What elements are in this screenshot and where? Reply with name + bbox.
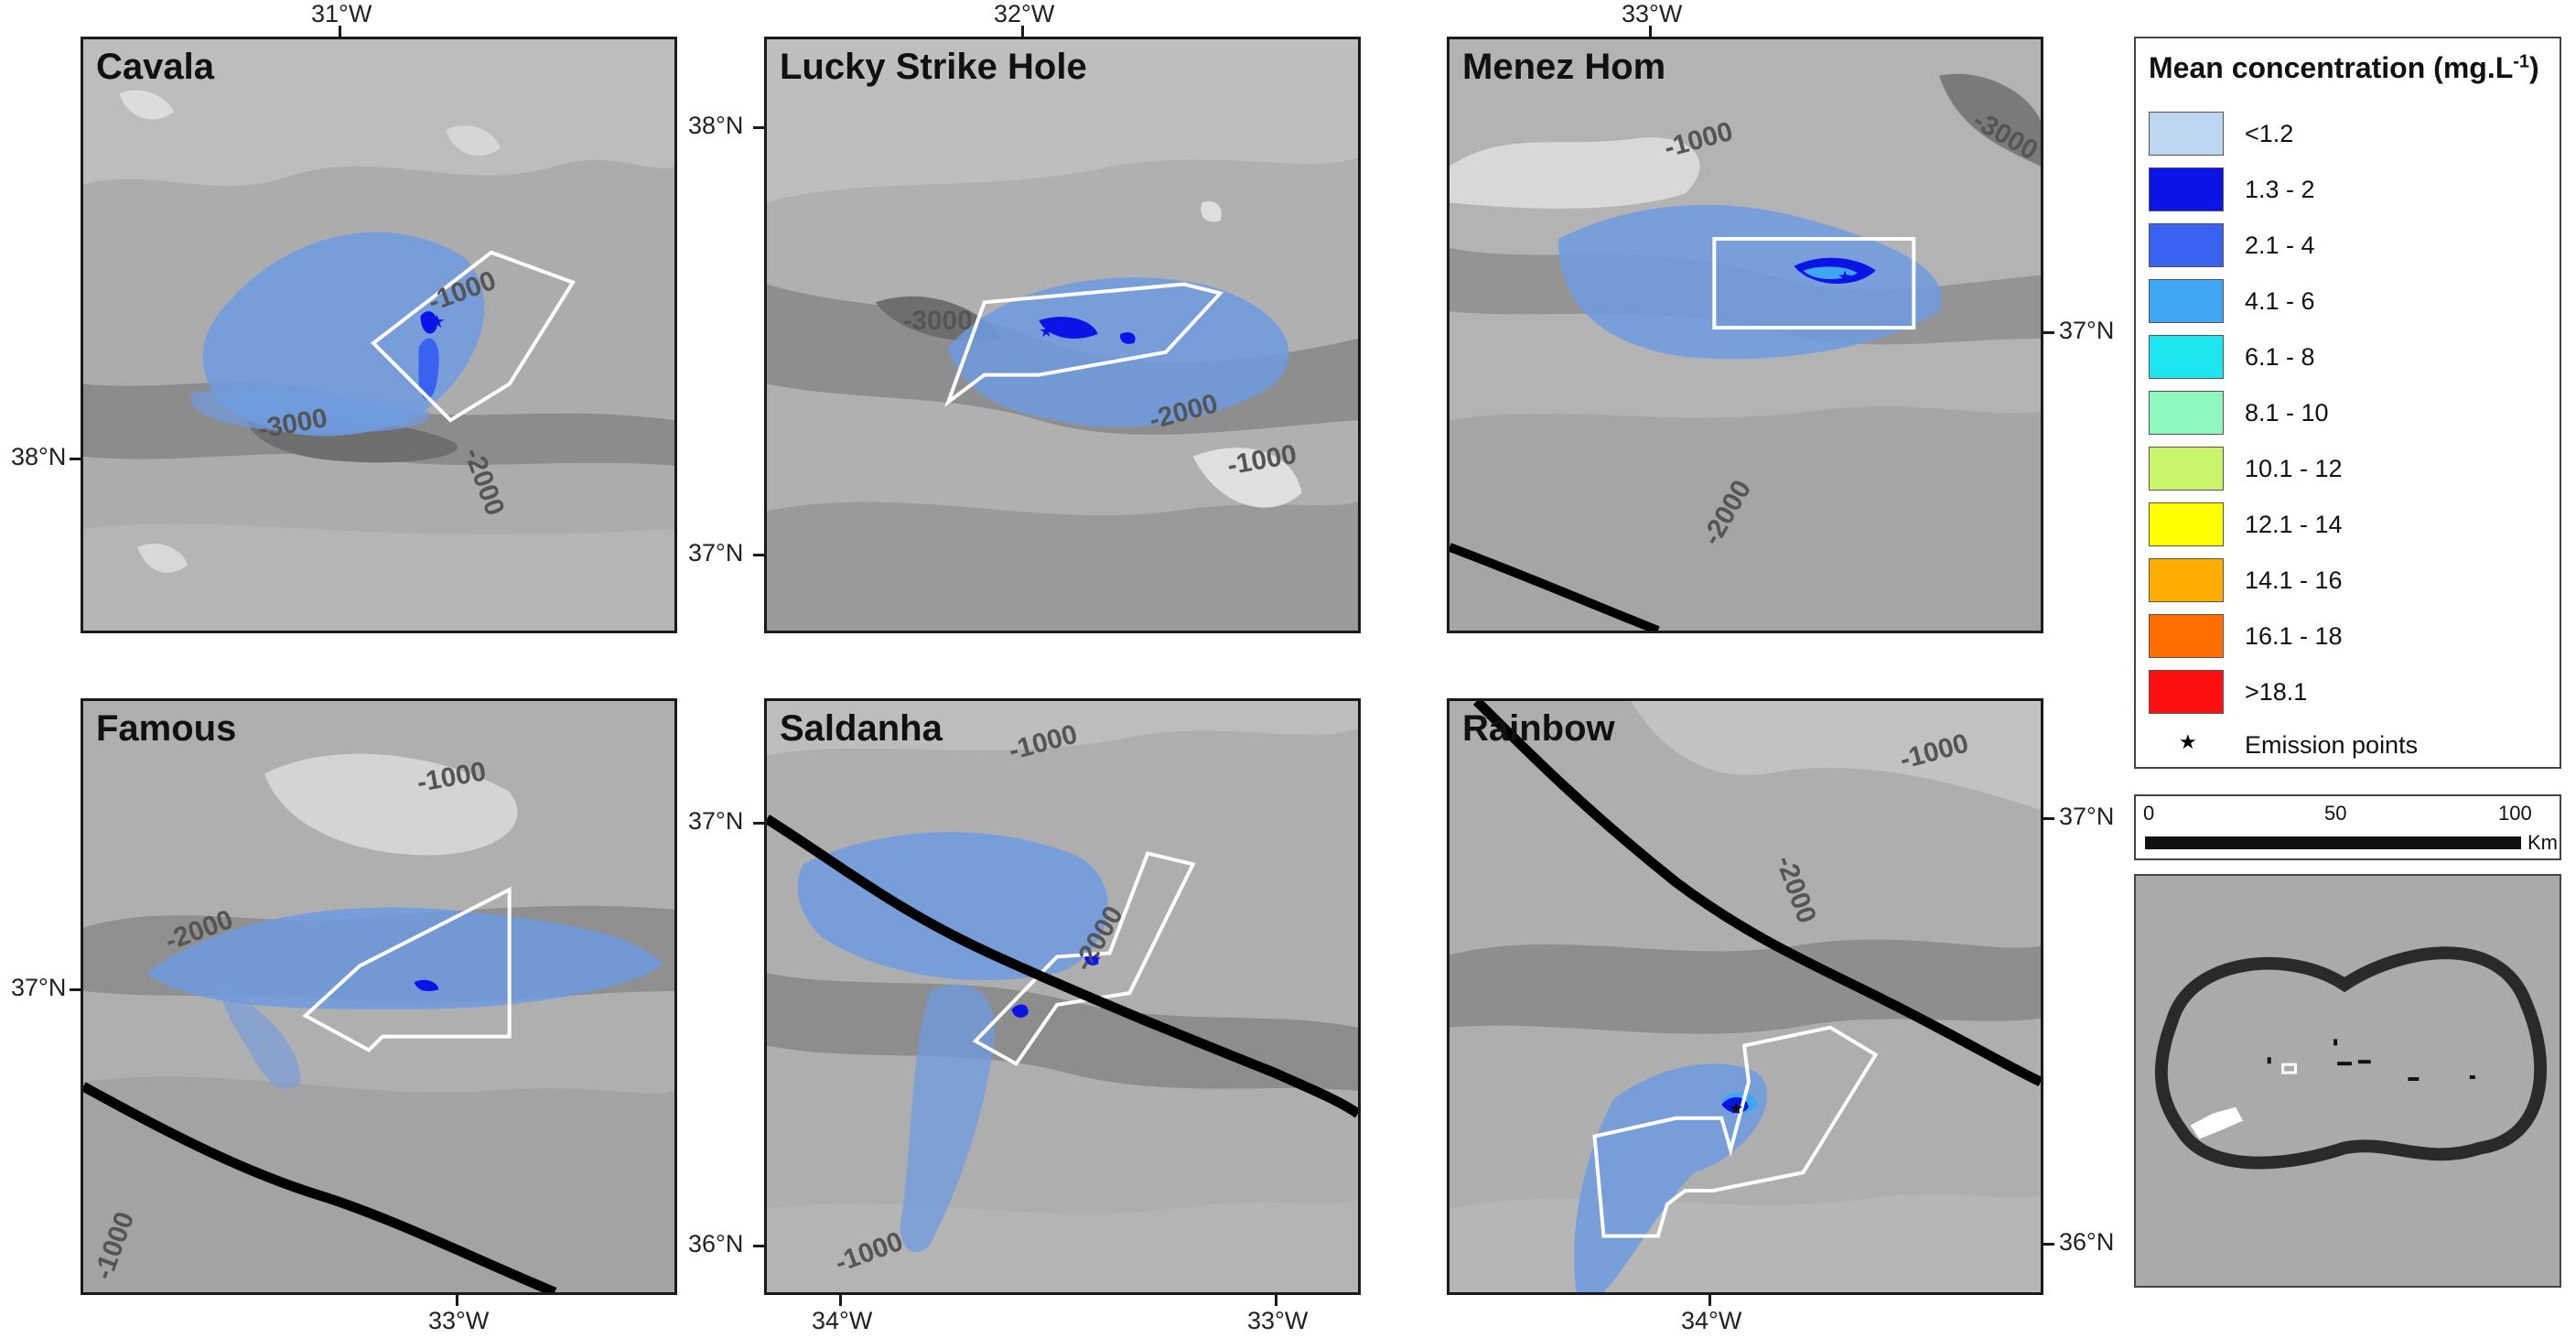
longitude-label: 33°W: [1247, 1307, 1309, 1334]
tick-mark: [1649, 26, 1652, 37]
map-panel-menez-hom: -1000 -3000 -2000 ★ Menez Hom: [1447, 37, 2043, 633]
legend-swatch: [2149, 391, 2224, 435]
latitude-label: 38°N: [11, 443, 67, 470]
legend-emission-label: Emission points: [2245, 731, 2419, 759]
legend-swatch: [2149, 614, 2224, 658]
latitude-label: 36°N: [2059, 1228, 2115, 1256]
legend-swatch: [2149, 670, 2224, 714]
tick-mark: [2043, 331, 2054, 334]
legend-label: 14.1 - 16: [2245, 566, 2343, 594]
star-icon: ★: [2179, 730, 2197, 753]
emission-star-icon: ★: [1729, 1099, 1743, 1117]
emission-star-icon: ★: [419, 979, 432, 995]
latitude-label: 37°N: [2059, 317, 2115, 344]
panel-title: Lucky Strike Hole: [780, 47, 1087, 87]
bathymetry-map: -1000 -3000 -2000 ★: [1450, 39, 2041, 631]
emission-star-icon: ★: [1089, 952, 1102, 967]
latitude-label: 38°N: [688, 112, 744, 139]
map-panel-saldanha: -1000 -2000 -1000 ★ Saldanha: [764, 698, 1361, 1295]
tick-mark: [839, 1295, 842, 1306]
bathymetry-map: -1000 -2000 ★: [1450, 701, 2041, 1292]
tick-mark: [753, 822, 764, 825]
longitude-label: 31°W: [311, 0, 372, 27]
latitude-label: 37°N: [688, 807, 744, 835]
tick-mark: [1708, 1295, 1711, 1306]
legend-swatch: [2149, 447, 2224, 491]
scale-unit: Km: [2527, 831, 2558, 854]
legend-swatch: [2149, 502, 2224, 546]
tick-mark: [70, 458, 81, 460]
emission-star-icon: ★: [428, 312, 445, 332]
legend-swatch: [2149, 223, 2224, 267]
map-panel-cavala: -1000 -3000 -2000 ★ Cavala: [81, 37, 677, 633]
tick-mark: [753, 1245, 764, 1247]
longitude-label: 32°W: [994, 0, 1055, 27]
bathymetry-map: -3000 -2000 -1000 ★: [767, 39, 1358, 631]
tick-mark: [70, 988, 81, 991]
scale-label: 50: [2324, 802, 2347, 825]
bathymetry-map: -1000 -2000 -1000 ★: [767, 701, 1358, 1292]
locator-inset-map: [2134, 874, 2561, 1288]
legend-label: 12.1 - 14: [2245, 511, 2343, 538]
legend-label: <1.2: [2245, 120, 2294, 147]
map-panel-famous: -1000 -2000 -1000 ★ Famous: [81, 698, 677, 1295]
panel-title: Rainbow: [1462, 708, 1615, 749]
legend-title: Mean concentration (mg.L-1): [2149, 51, 2539, 84]
tick-mark: [2043, 1243, 2054, 1246]
tick-mark: [1021, 26, 1024, 37]
longitude-label: 33°W: [1622, 0, 1683, 27]
emission-star-icon: ★: [1039, 322, 1053, 340]
bathymetry-map: -1000 -3000 -2000 ★: [83, 39, 674, 631]
tick-mark: [753, 554, 764, 556]
latitude-label: 36°N: [688, 1230, 744, 1257]
legend-label: 4.1 - 6: [2245, 287, 2315, 315]
scale-label: 100: [2498, 802, 2532, 825]
legend-swatch: [2149, 279, 2224, 323]
legend: Mean concentration (mg.L-1) <1.2 1.3 - 2 2…: [2134, 37, 2561, 769]
tick-mark: [2043, 817, 2054, 820]
scale-label: 0: [2143, 802, 2155, 825]
tick-mark: [339, 26, 341, 37]
map-panel-lucky-strike-hole: -3000 -2000 -1000 ★ Lucky Strike Hole: [764, 37, 1361, 633]
latitude-label: 37°N: [2059, 803, 2115, 830]
legend-swatch: [2149, 558, 2224, 602]
panel-title: Saldanha: [780, 708, 943, 749]
longitude-label: 33°W: [428, 1307, 490, 1334]
legend-label: 16.1 - 18: [2245, 622, 2343, 650]
legend-swatch: [2149, 167, 2224, 211]
legend-label: 10.1 - 12: [2245, 455, 2343, 482]
latitude-label: 37°N: [688, 539, 744, 566]
panel-title: Cavala: [96, 47, 214, 87]
tick-mark: [1275, 1295, 1277, 1306]
legend-swatch: [2149, 335, 2224, 379]
legend-label: 6.1 - 8: [2245, 343, 2315, 371]
map-panel-rainbow: -1000 -2000 ★ Rainbow: [1447, 698, 2043, 1295]
legend-label: >18.1: [2245, 678, 2308, 706]
bathymetry-map: -1000 -2000 -1000 ★: [83, 701, 674, 1292]
longitude-label: 34°W: [1681, 1307, 1742, 1334]
emission-star-icon: ★: [1838, 268, 1852, 286]
panel-title: Menez Hom: [1462, 47, 1666, 87]
latitude-label: 37°N: [11, 974, 67, 1001]
panel-title: Famous: [96, 708, 237, 749]
scale-bar: 0 50 100 Km: [2134, 794, 2561, 860]
tick-mark: [753, 126, 764, 129]
legend-label: 1.3 - 2: [2245, 176, 2315, 203]
legend-swatch: [2149, 112, 2224, 156]
tick-mark: [456, 1295, 458, 1306]
legend-label: 2.1 - 4: [2245, 232, 2315, 259]
scale-bar-line: [2145, 836, 2521, 849]
locator-map: [2154, 946, 2547, 1170]
contour-label: -3000: [903, 306, 973, 336]
legend-label: 8.1 - 10: [2245, 399, 2329, 426]
longitude-label: 34°W: [812, 1307, 873, 1334]
